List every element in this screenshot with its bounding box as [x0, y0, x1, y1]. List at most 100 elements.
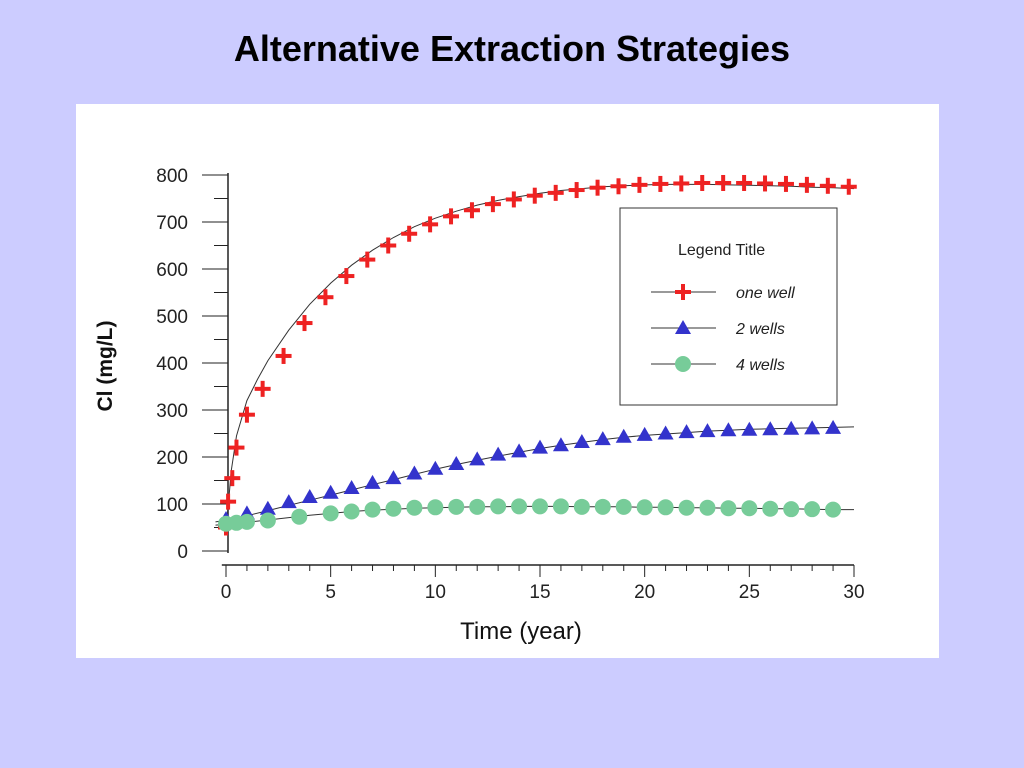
legend-entries: one well 2 wells 4 wells [651, 284, 795, 374]
data-point-2-wells [741, 421, 758, 436]
legend-marker-one-well [675, 284, 691, 300]
data-point-one-well [526, 187, 543, 204]
data-point-2-wells [699, 423, 716, 438]
x-tick-label: 10 [425, 582, 446, 603]
data-point-2-wells [322, 484, 339, 499]
data-point-2-wells [448, 456, 465, 471]
data-point-one-well [338, 268, 355, 285]
slide-title: Alternative Extraction Strategies [233, 28, 791, 69]
y-tick-label: 100 [156, 495, 188, 516]
y-tick-label: 600 [156, 260, 188, 281]
y-tick-label: 200 [156, 448, 188, 469]
data-point-4-wells [594, 498, 611, 515]
data-point-one-well [505, 191, 522, 208]
data-point-one-well [380, 237, 397, 254]
x-tick-label: 30 [843, 582, 864, 603]
legend-marker-4-wells [675, 356, 691, 372]
axes: 0 100 200 300 400 500 600 700 800 0 5 10 15 20 25 30 [156, 166, 864, 603]
data-point-2-wells [720, 422, 737, 437]
data-point-one-well [777, 175, 794, 192]
data-point-4-wells [573, 498, 590, 515]
data-point-4-wells [427, 499, 444, 516]
data-point-one-well [296, 315, 313, 332]
data-point-4-wells [448, 498, 465, 515]
data-point-one-well [715, 174, 732, 191]
y-tick-label: 0 [177, 542, 188, 563]
data-point-2-wells [259, 500, 276, 515]
cl-concentration-chart: 0 100 200 300 400 500 600 700 800 0 5 10 15 20 25 30 Ti… [94, 166, 865, 645]
data-point-2-wells [385, 470, 402, 485]
data-point-one-well [694, 174, 711, 191]
data-point-4-wells [741, 500, 758, 517]
data-point-2-wells [678, 424, 695, 439]
data-point-4-wells [291, 508, 308, 525]
data-point-one-well [610, 178, 627, 195]
legend-marker-2-wells [675, 320, 691, 334]
legend: Legend Title one well 2 wells 4 wells [619, 207, 838, 406]
data-point-2-wells [532, 439, 548, 454]
data-point-4-wells [385, 500, 402, 517]
data-point-4-wells [469, 498, 486, 515]
legend-label-one-well: one well [736, 285, 795, 302]
data-point-one-well [547, 184, 564, 201]
y-tick-label: 300 [156, 401, 188, 422]
data-point-one-well [359, 251, 376, 268]
data-point-4-wells [532, 498, 548, 515]
data-point-one-well [589, 179, 606, 196]
data-point-2-wells [552, 437, 569, 452]
data-point-one-well [422, 216, 439, 233]
data-point-4-wells [699, 499, 716, 516]
x-tick-label: 0 [221, 582, 232, 603]
legend-label-4-wells: 4 wells [736, 357, 785, 374]
y-tick-label: 700 [156, 213, 188, 234]
data-point-one-well [220, 493, 237, 510]
data-point-one-well [673, 175, 690, 192]
data-point-one-well [254, 380, 271, 397]
data-point-4-wells [804, 501, 821, 518]
data-point-4-wells [322, 505, 339, 522]
data-point-2-wells [657, 425, 674, 440]
data-point-4-wells [343, 503, 360, 520]
data-point-one-well [228, 439, 245, 456]
data-point-2-wells [490, 446, 507, 461]
x-tick-label: 25 [739, 582, 760, 603]
data-point-one-well [840, 178, 857, 195]
data-point-4-wells [238, 513, 255, 530]
data-point-one-well [652, 175, 669, 192]
data-point-one-well [238, 406, 255, 423]
data-point-one-well [631, 176, 648, 193]
data-point-4-wells [615, 498, 632, 515]
data-point-2-wells [364, 474, 381, 489]
data-point-one-well [317, 289, 334, 306]
data-point-one-well [819, 177, 836, 194]
data-point-2-wells [427, 460, 444, 475]
data-point-one-well [484, 196, 501, 213]
data-point-4-wells [636, 499, 653, 516]
data-point-one-well [401, 225, 418, 242]
data-point-4-wells [783, 501, 800, 518]
data-markers [218, 174, 857, 536]
x-tick-label: 15 [529, 582, 550, 603]
data-point-2-wells [406, 465, 423, 480]
data-point-one-well [798, 176, 815, 193]
data-point-one-well [443, 208, 460, 225]
plot-panel: 0 100 200 300 400 500 600 700 800 0 5 10 15 20 25 30 Ti… [76, 104, 939, 658]
data-point-4-wells [364, 501, 381, 518]
data-point-4-wells [678, 499, 695, 516]
legend-label-2-wells: 2 wells [735, 321, 785, 338]
data-point-one-well [757, 175, 774, 192]
data-point-2-wells [280, 494, 297, 509]
data-point-4-wells [825, 501, 842, 518]
legend-box [619, 207, 838, 406]
data-point-4-wells [259, 512, 276, 529]
y-axis-title: Cl (mg/L) [94, 321, 117, 412]
data-point-2-wells [762, 421, 779, 436]
y-tick-label: 500 [156, 307, 188, 328]
data-point-one-well [568, 182, 585, 199]
data-point-4-wells [406, 499, 423, 516]
data-point-2-wells [825, 419, 842, 434]
data-point-2-wells [804, 420, 821, 435]
data-point-one-well [736, 174, 753, 191]
data-point-4-wells [720, 500, 737, 517]
y-tick-label: 400 [156, 354, 188, 375]
